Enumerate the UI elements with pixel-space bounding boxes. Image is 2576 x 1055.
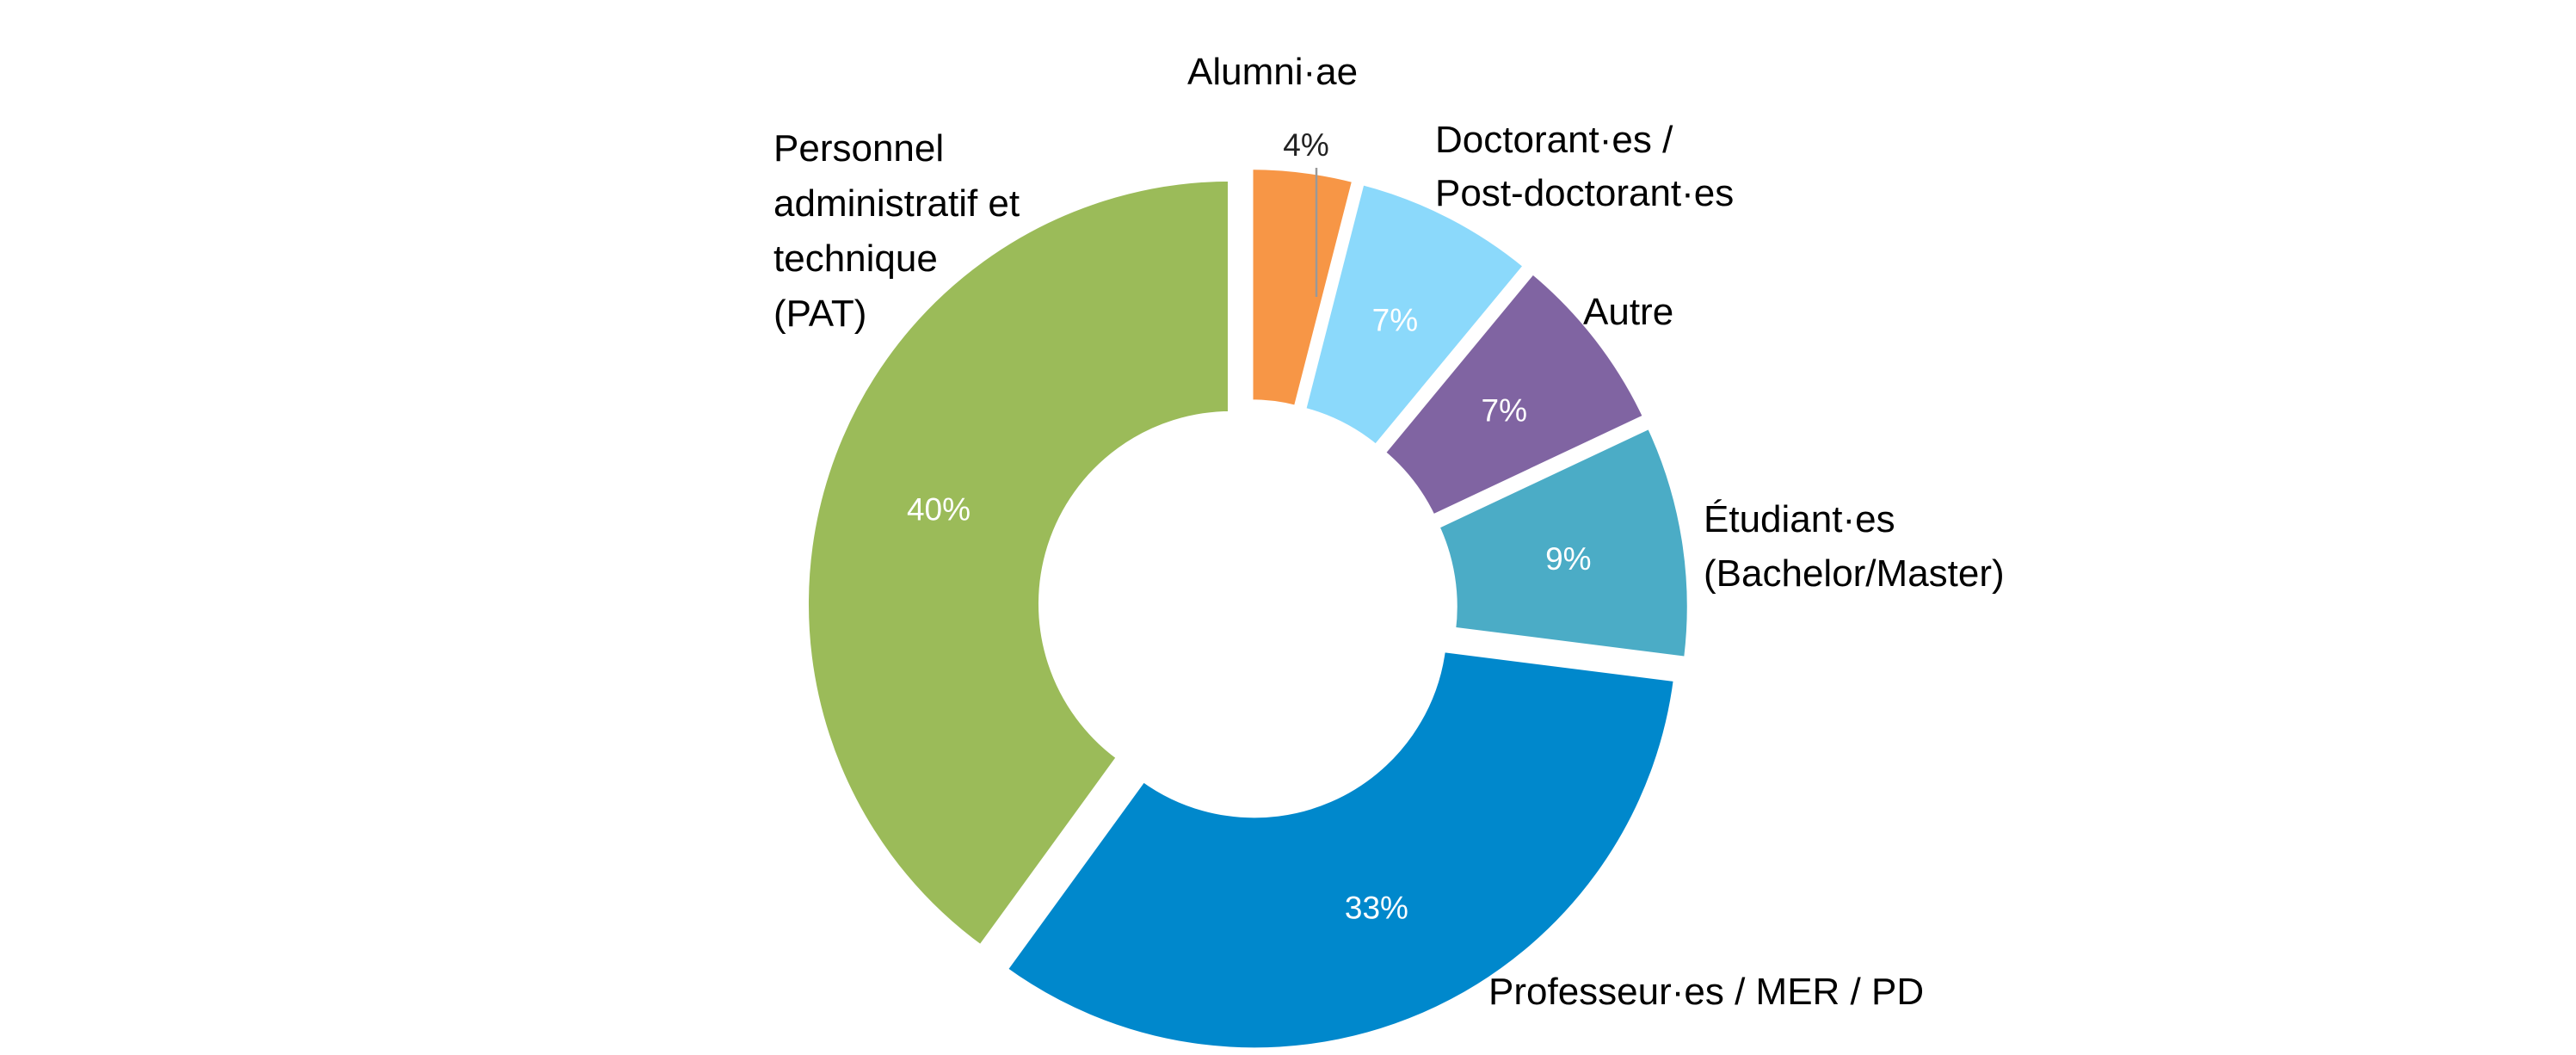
slice-value-label-6: 40% <box>907 491 971 527</box>
category-label-line: Professeur·es / MER / PD <box>1488 971 1924 1013</box>
category-label-line: Post-doctorant·es <box>1435 172 1734 214</box>
slice-value-label-3: 7% <box>1482 393 1527 429</box>
donut-slice-1 <box>1246 163 1360 413</box>
donut-slice-2 <box>1297 176 1532 453</box>
category-label-line: Personnel <box>773 127 944 170</box>
slice-value-label-5: 33% <box>1345 890 1408 925</box>
donut-slice-3 <box>1377 265 1652 523</box>
category-label-6: Personnel administratif et technique (PAT) <box>773 127 1020 335</box>
category-label-line: Doctorant·es / <box>1435 119 1673 161</box>
category-label-line: Autre <box>1583 291 1673 333</box>
category-label-line: (PAT) <box>773 293 866 335</box>
category-label-5: Professeur·es / MER / PD <box>1488 971 1924 1013</box>
slice-value-label-2: 7% <box>1372 303 1418 338</box>
category-label-line: Alumni·ae <box>1187 51 1358 93</box>
category-label-line: Étudiant·es <box>1704 498 1895 540</box>
slice-value-label-1: 4% <box>1283 127 1328 163</box>
donut-slice-5 <box>999 645 1681 1055</box>
donut-slice-4 <box>1431 420 1694 664</box>
category-label-1: Alumni·ae <box>1187 51 1358 93</box>
category-label-line: (Bachelor/Master) <box>1704 552 2005 595</box>
donut-slice-6 <box>802 174 1235 953</box>
category-label-4: Étudiant·es (Bachelor/Master) <box>1704 498 2005 595</box>
category-label-line: administratif et <box>773 182 1020 225</box>
slice-value-label-4: 9% <box>1545 541 1591 577</box>
category-label-3: Autre <box>1583 291 1673 333</box>
category-label-2: Doctorant·es / Post-doctorant·es <box>1435 119 1734 214</box>
category-label-line: technique <box>773 238 938 280</box>
